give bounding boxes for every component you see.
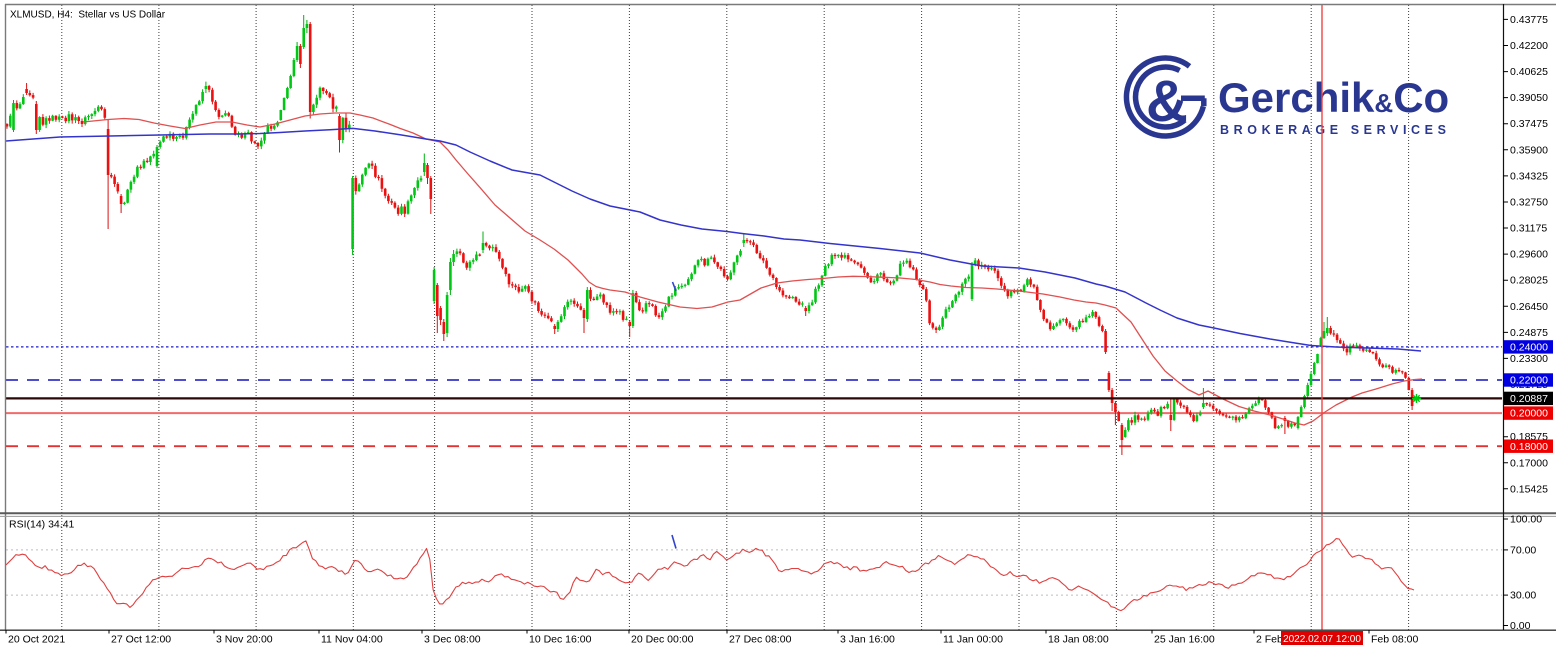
- svg-text:0.17000: 0.17000: [1510, 457, 1548, 469]
- svg-text:0.34325: 0.34325: [1510, 170, 1548, 182]
- svg-text:0.20887: 0.20887: [1510, 393, 1548, 405]
- svg-text:0.40625: 0.40625: [1510, 66, 1548, 78]
- svg-text:30.00: 30.00: [1510, 590, 1536, 602]
- svg-text:20 Dec 00:00: 20 Dec 00:00: [631, 634, 694, 646]
- svg-text:0.32750: 0.32750: [1510, 197, 1548, 209]
- svg-text:3 Nov 20:00: 3 Nov 20:00: [216, 634, 273, 646]
- svg-text:0.00: 0.00: [1510, 620, 1531, 632]
- svg-text:0.20000: 0.20000: [1510, 408, 1548, 420]
- svg-text:3 Jan 16:00: 3 Jan 16:00: [840, 634, 895, 646]
- svg-text:0.39050: 0.39050: [1510, 92, 1548, 104]
- svg-text:&: &: [1146, 69, 1188, 134]
- svg-text:11 Nov 04:00: 11 Nov 04:00: [321, 634, 383, 646]
- svg-text:100.00: 100.00: [1510, 514, 1542, 526]
- svg-text:0.29600: 0.29600: [1510, 249, 1548, 261]
- svg-text:0.24000: 0.24000: [1510, 342, 1548, 354]
- svg-text:27 Oct 12:00: 27 Oct 12:00: [111, 634, 171, 646]
- svg-text:XLMUSD, H4: Stellar vs US Dol: XLMUSD, H4: Stellar vs US Dollar: [10, 10, 166, 21]
- svg-text:BROKERAGE SERVICES: BROKERAGE SERVICES: [1220, 123, 1451, 137]
- svg-text:0.15425: 0.15425: [1510, 483, 1548, 495]
- svg-text:0.35900: 0.35900: [1510, 144, 1548, 156]
- svg-text:0.23300: 0.23300: [1510, 353, 1548, 365]
- svg-text:0.37475: 0.37475: [1510, 118, 1548, 130]
- svg-text:0.42200: 0.42200: [1510, 40, 1548, 52]
- svg-text:RSI(14) 34.41: RSI(14) 34.41: [9, 519, 75, 531]
- svg-text:0.31175: 0.31175: [1510, 223, 1547, 235]
- svg-text:20 Oct 2021: 20 Oct 2021: [8, 634, 65, 646]
- svg-text:0.22000: 0.22000: [1510, 375, 1548, 387]
- svg-text:0.28025: 0.28025: [1510, 275, 1548, 287]
- svg-text:0.26450: 0.26450: [1510, 301, 1548, 313]
- svg-text:70.00: 70.00: [1510, 544, 1536, 556]
- svg-text:25 Jan 16:00: 25 Jan 16:00: [1154, 634, 1215, 646]
- svg-text:0.24875: 0.24875: [1510, 327, 1548, 339]
- svg-text:11 Jan 00:00: 11 Jan 00:00: [943, 634, 1003, 646]
- svg-text:3 Dec 08:00: 3 Dec 08:00: [424, 634, 481, 646]
- svg-text:Feb 08:00: Feb 08:00: [1371, 634, 1418, 646]
- svg-text:0.18000: 0.18000: [1510, 441, 1548, 453]
- svg-text:Gerchik&Co: Gerchik&Co: [1218, 74, 1449, 121]
- svg-text:18 Jan 08:00: 18 Jan 08:00: [1048, 634, 1109, 646]
- svg-text:27 Dec 08:00: 27 Dec 08:00: [729, 634, 792, 646]
- svg-text:10 Dec 16:00: 10 Dec 16:00: [529, 634, 592, 646]
- svg-text:2022.02.07 12:00: 2022.02.07 12:00: [1283, 634, 1361, 645]
- svg-text:0.43775: 0.43775: [1510, 14, 1548, 26]
